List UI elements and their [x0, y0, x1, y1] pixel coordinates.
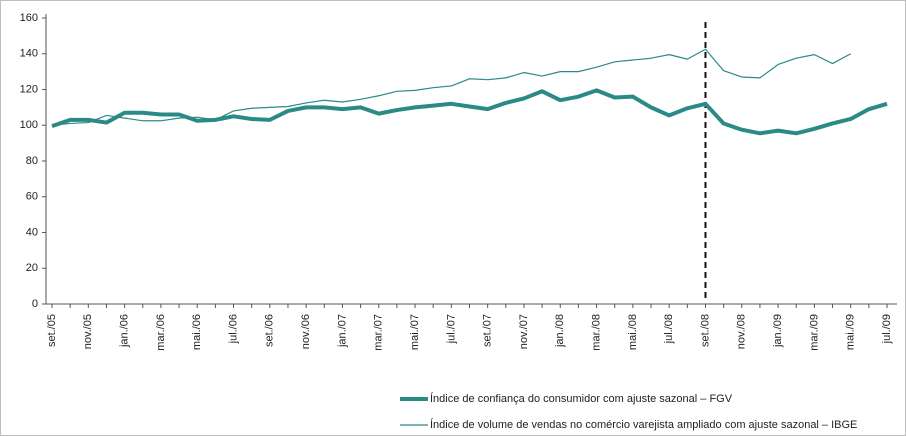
x-tick-label: set./06	[264, 314, 276, 347]
x-tick-label: nov./07	[518, 314, 530, 349]
series-line	[51, 48, 851, 126]
x-tick-label: jul./07	[445, 314, 457, 344]
x-tick-label: jan./06	[119, 314, 131, 348]
x-tick-label: mai./06	[191, 314, 203, 350]
x-tick-label: nov./05	[82, 314, 94, 349]
x-tick-label: set./05	[46, 314, 58, 347]
x-tick-label: jul./08	[663, 314, 675, 344]
x-tick-label: jan./09	[772, 314, 784, 348]
x-tick-label: set./07	[482, 314, 494, 347]
y-tick-label: 100	[20, 119, 38, 131]
x-tick-label: mai./08	[627, 314, 639, 350]
x-tick-label: set./08	[699, 314, 711, 347]
x-tick-label: jan./07	[336, 314, 348, 348]
legend-label: Índice de confiança do consumidor com aj…	[430, 392, 733, 405]
legend-label: Índice de volume de vendas no comércio v…	[430, 418, 857, 431]
y-tick-label: 160	[20, 12, 38, 24]
y-tick-label: 40	[26, 226, 38, 238]
y-tick-label: 80	[26, 155, 38, 167]
x-tick-label: jul./06	[227, 314, 239, 344]
x-tick-label: nov./08	[736, 314, 748, 349]
y-tick-label: 140	[20, 48, 38, 60]
x-tick-label: mar./06	[155, 314, 167, 351]
y-tick-label: 60	[26, 191, 38, 203]
x-tick-label: nov./06	[300, 314, 312, 349]
x-tick-label: jul./09	[881, 314, 893, 344]
x-tick-label: mar./07	[373, 314, 385, 351]
y-tick-label: 20	[26, 262, 38, 274]
x-tick-label: mai./09	[845, 314, 857, 350]
series-line	[51, 88, 888, 136]
x-tick-label: mar./09	[808, 314, 820, 351]
x-tick-label: jan./08	[554, 314, 566, 348]
y-tick-label: 120	[20, 83, 38, 95]
x-tick-label: mar./08	[590, 314, 602, 351]
x-tick-label: mai./07	[409, 314, 421, 350]
legend: Índice de confiança do consumidor com aj…	[400, 392, 857, 431]
y-tick-label: 0	[32, 298, 38, 310]
